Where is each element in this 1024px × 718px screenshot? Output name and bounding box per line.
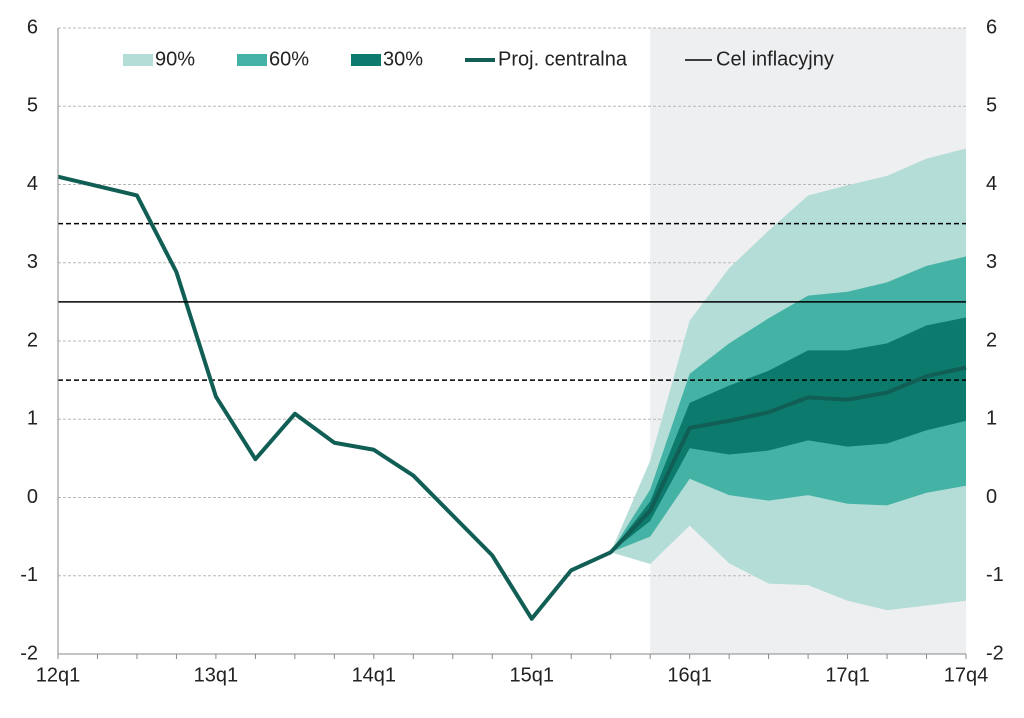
y2-tick-label: 2 bbox=[986, 329, 997, 351]
y-tick-label: 5 bbox=[27, 95, 38, 117]
y2-tick-label: 5 bbox=[986, 95, 997, 117]
x-tick-label: 16q1 bbox=[667, 664, 712, 686]
x-tick-label: 17q1 bbox=[825, 664, 870, 686]
y2-tick-label: 0 bbox=[986, 486, 997, 508]
legend-swatch bbox=[351, 54, 381, 66]
legend-label: Proj. centralna bbox=[498, 48, 628, 70]
y-tick-label: 6 bbox=[27, 16, 38, 38]
y-tick-label: -1 bbox=[20, 564, 38, 586]
x-tick-label: 12q1 bbox=[36, 664, 81, 686]
legend-label: 60% bbox=[269, 48, 309, 70]
y-tick-label: 3 bbox=[27, 251, 38, 273]
y2-tick-label: 4 bbox=[986, 173, 997, 195]
x-tick-label: 17q4 bbox=[944, 664, 989, 686]
y-tick-label: 1 bbox=[27, 408, 38, 430]
series-line bbox=[57, 174, 967, 621]
y2-tick-label: 6 bbox=[986, 16, 997, 38]
legend-label: 90% bbox=[155, 48, 195, 70]
legend-label: Cel inflacyjny bbox=[716, 48, 834, 70]
fan-band bbox=[610, 317, 966, 553]
x-tick-label: 14q1 bbox=[352, 664, 397, 686]
legend-swatch bbox=[123, 54, 153, 66]
y2-tick-label: -2 bbox=[986, 642, 1004, 664]
legend-label: 30% bbox=[383, 48, 423, 70]
y2-tick-label: 3 bbox=[986, 251, 997, 273]
y-tick-label: 2 bbox=[27, 329, 38, 351]
y-tick-label: -2 bbox=[20, 642, 38, 664]
legend-swatch bbox=[237, 54, 267, 66]
x-tick-label: 13q1 bbox=[194, 664, 239, 686]
y2-tick-label: -1 bbox=[986, 564, 1004, 586]
x-tick-label: 15q1 bbox=[509, 664, 554, 686]
y-tick-label: 4 bbox=[27, 173, 38, 195]
y2-tick-label: 1 bbox=[986, 408, 997, 430]
y-tick-label: 0 bbox=[27, 486, 38, 508]
